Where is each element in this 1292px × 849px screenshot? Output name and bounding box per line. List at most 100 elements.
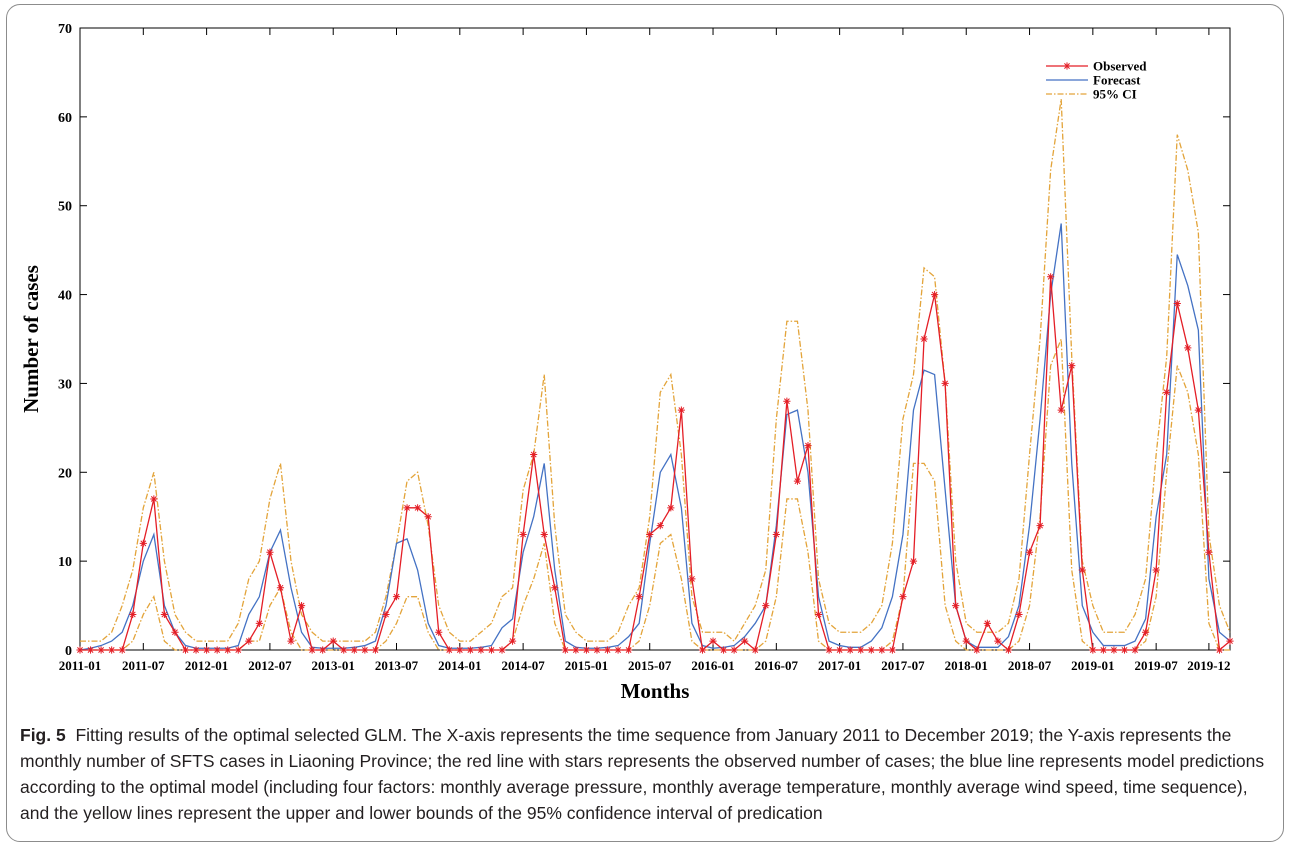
observed-point [1089, 646, 1097, 654]
observed-point [846, 646, 854, 654]
observed-point [392, 593, 401, 601]
y-tick-label: 60 [58, 111, 72, 126]
observed-point [751, 646, 759, 654]
series-layer [76, 98, 1234, 654]
observed-point [941, 379, 949, 388]
observed-point [1142, 628, 1150, 636]
observed-point [962, 637, 970, 645]
observed-point [414, 504, 422, 512]
observed-point [825, 646, 833, 654]
observed-point [688, 575, 696, 583]
observed-point [1215, 646, 1224, 654]
observed-point [1068, 362, 1076, 370]
observed-point [899, 593, 907, 601]
legend-forecast-label: Forecast [1093, 73, 1141, 88]
observed-point [329, 637, 337, 645]
x-tick-label: 2012-07 [248, 658, 292, 673]
observed-point [361, 646, 369, 654]
observed-point [952, 601, 960, 610]
observed-point [625, 646, 633, 654]
observed-point [719, 646, 728, 654]
observed-point [192, 646, 200, 654]
observed-point [245, 637, 253, 645]
observed-point [1205, 548, 1213, 556]
observed-point [530, 450, 538, 459]
observed-point [741, 637, 749, 645]
observed-point [97, 646, 105, 654]
y-tick-label: 70 [58, 22, 72, 37]
observed-point [1078, 566, 1086, 574]
x-tick-label: 2014-07 [501, 658, 545, 673]
observed-point [867, 646, 875, 654]
forecast-line [79, 223, 1231, 651]
observed-point [973, 646, 981, 654]
x-tick-label: 2011-01 [59, 658, 102, 673]
legend-observed-marker [1063, 62, 1071, 70]
observed-point [1184, 344, 1192, 352]
observed-point [171, 628, 179, 636]
observed-point [371, 646, 380, 654]
observed-point [319, 646, 327, 654]
observed-point [435, 628, 443, 636]
observed-point [709, 637, 717, 645]
ci-upper-line [80, 98, 1231, 643]
x-tick-label: 2013-01 [312, 658, 355, 673]
observed-point [783, 397, 791, 405]
observed-point [234, 646, 242, 654]
observed-point [593, 646, 601, 654]
observed-point [498, 646, 506, 654]
observed-point [1152, 566, 1160, 574]
observed-point [1015, 610, 1023, 619]
observed-point [1163, 388, 1171, 396]
x-tick-label: 2012-01 [185, 658, 228, 673]
y-tick-label: 10 [58, 555, 72, 570]
observed-point [350, 646, 358, 654]
observed-point [139, 539, 147, 547]
observed-point [614, 646, 622, 654]
observed-line [80, 276, 1231, 652]
x-tick-label: 2015-01 [565, 658, 608, 673]
observed-point [804, 442, 812, 450]
observed-point [160, 610, 169, 619]
observed-point [508, 637, 517, 645]
x-tick-label: 2019-01 [1071, 658, 1114, 673]
observed-point [762, 601, 770, 610]
observed-point [1194, 406, 1202, 414]
observed-point [456, 646, 464, 654]
observed-point [1057, 406, 1065, 414]
observed-point [181, 646, 190, 654]
observed-point [466, 646, 474, 654]
observed-point [108, 646, 116, 654]
observed-point [519, 530, 527, 539]
observed-point [213, 646, 221, 654]
caption-text: Fitting results of the optimal selected … [20, 725, 1265, 823]
observed-point [1110, 646, 1118, 654]
observed-point [836, 646, 844, 654]
observed-point [382, 610, 390, 619]
observed-point [677, 406, 685, 414]
observed-point [276, 584, 285, 592]
x-tick-label: 2013-07 [375, 658, 419, 673]
x-tick-label: 2016-01 [691, 658, 734, 673]
observed-point [656, 522, 664, 530]
figure-caption: Fig. 5 Fitting results of the optimal se… [20, 722, 1270, 826]
x-axis: 2011-01 2011-07 2012-01 2012-07 2013-01 2013-… [59, 28, 1231, 673]
observed-point [340, 646, 348, 654]
figure-frame [6, 4, 1284, 842]
observed-point [572, 646, 580, 654]
observed-point [857, 646, 865, 654]
observed-point [1036, 522, 1044, 530]
y-tick-label: 40 [58, 289, 72, 304]
observed-point [561, 646, 569, 654]
observed-point [772, 530, 780, 539]
legend-ci-label: 95% CI [1093, 87, 1137, 102]
observed-point [930, 290, 939, 299]
x-tick-label: 2017-01 [818, 658, 861, 673]
x-axis-label: Months [621, 679, 690, 703]
observed-point [878, 646, 886, 654]
observed-point [1025, 548, 1034, 556]
x-tick-label: 2011-07 [122, 658, 165, 673]
observed-point [76, 646, 84, 654]
observed-point [909, 557, 918, 565]
